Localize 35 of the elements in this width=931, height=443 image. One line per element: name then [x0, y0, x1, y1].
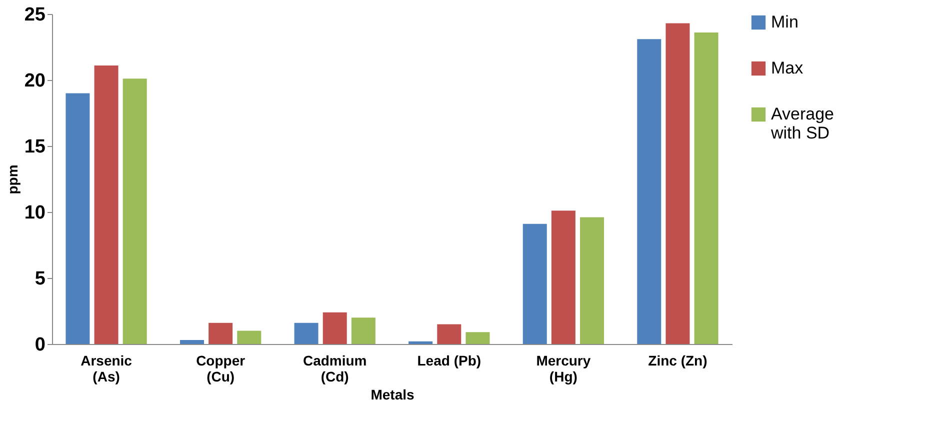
legend-label: Max	[771, 58, 804, 78]
y-axis-title: ppm	[4, 164, 20, 194]
legend-label: Average with SD	[770, 104, 834, 142]
y-tick-label: 25	[24, 4, 46, 26]
y-tick-label: 20	[24, 70, 46, 92]
bar	[122, 78, 147, 344]
x-tick-label: Zinc (Zn)	[648, 352, 708, 368]
y-tick-label: 0	[34, 334, 46, 356]
x-tick-label: Lead (Pb)	[417, 352, 482, 368]
bar	[294, 322, 318, 344]
x-tick-label: Mercury (Hg)	[536, 352, 591, 384]
bar	[666, 23, 690, 344]
bar	[694, 32, 718, 344]
bar	[208, 322, 233, 344]
x-tick-label: Cadmium (Cd)	[302, 352, 367, 384]
x-axis-title: Metals	[370, 386, 414, 402]
bar	[180, 340, 204, 344]
bar	[66, 93, 90, 344]
bar	[322, 312, 347, 344]
y-tick-label: 10	[24, 202, 46, 224]
y-tick-label: 5	[34, 268, 46, 290]
bar	[551, 210, 576, 344]
bar	[94, 65, 118, 344]
bar	[466, 332, 490, 344]
bar	[437, 324, 462, 344]
y-tick-label: 15	[24, 136, 46, 158]
legend-label: Min	[771, 12, 798, 32]
bar	[237, 330, 262, 344]
bar	[408, 341, 433, 344]
bar	[580, 217, 604, 344]
bar	[637, 39, 662, 344]
bar	[522, 224, 547, 344]
x-tick-label: Arsenic (As)	[80, 352, 132, 384]
x-tick-label: Copper (Cu)	[196, 352, 246, 384]
bar	[351, 318, 376, 344]
